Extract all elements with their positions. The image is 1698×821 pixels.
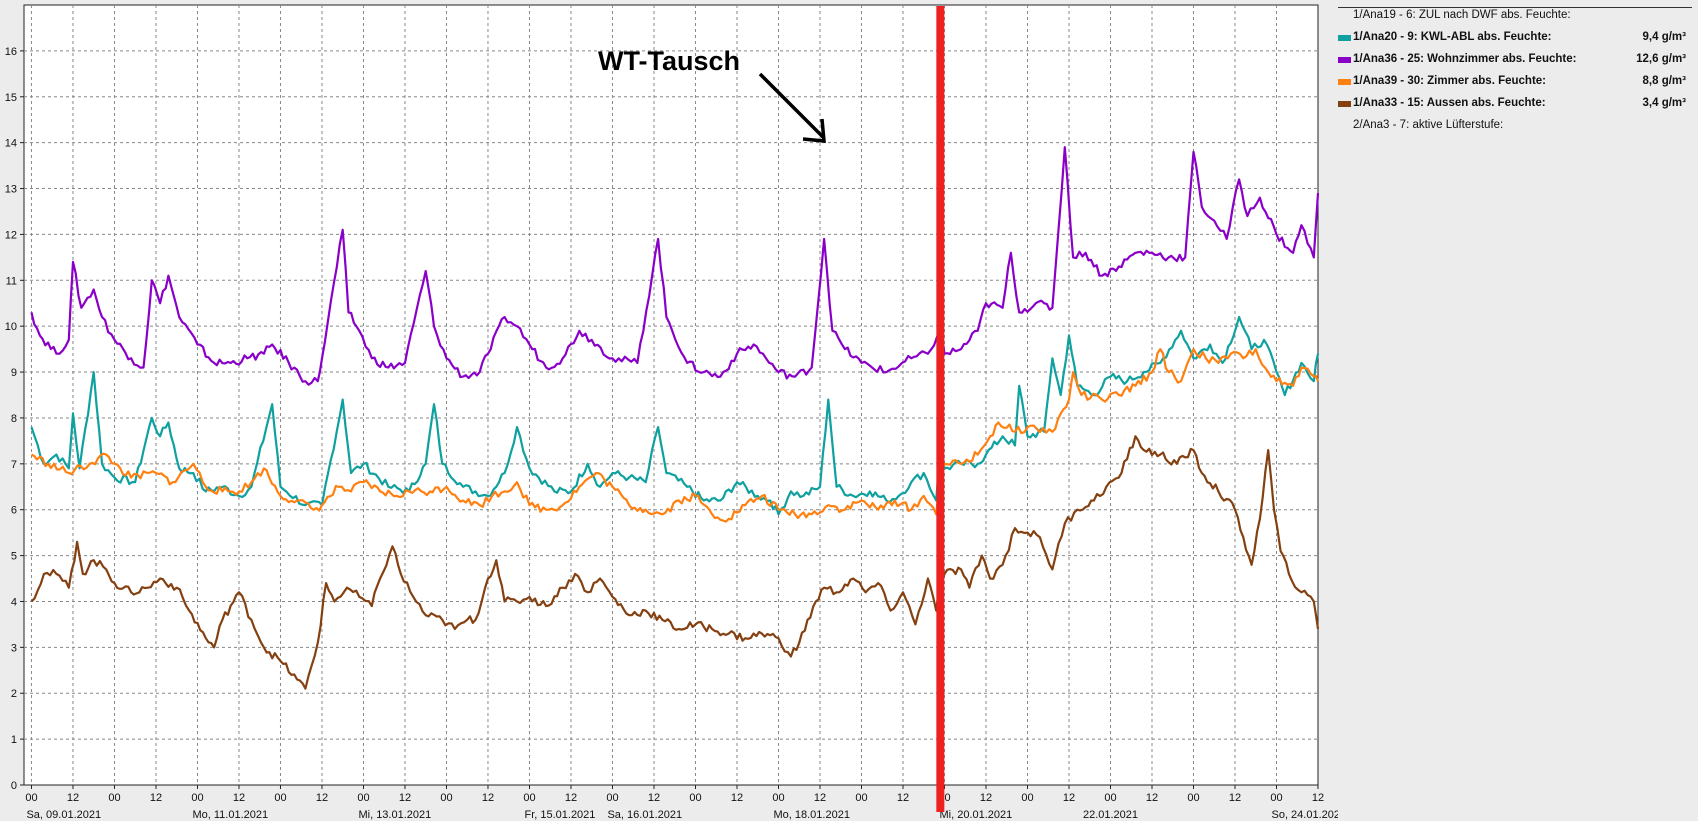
legend-item[interactable]: 1/Ana33 - 15: Aussen abs. Feuchte: 3,4 g/… bbox=[1338, 96, 1692, 112]
series-group bbox=[30, 146, 1320, 690]
legend-item[interactable]: 1/Ana20 - 9: KWL-ABL abs. Feuchte: 9,4 g/… bbox=[1338, 30, 1692, 46]
date-label: Mo, 11.01.2021 bbox=[192, 809, 268, 821]
legend-value: 3,4 g/m³ bbox=[1642, 97, 1686, 109]
y-tick-label: 14 bbox=[5, 138, 17, 150]
x-tick-label: 12 bbox=[565, 792, 577, 804]
x-tick-label: 00 bbox=[1104, 792, 1116, 804]
legend-swatch bbox=[1338, 35, 1351, 41]
date-label: Mo, 18.01.2021 bbox=[773, 809, 849, 821]
series-line-3 bbox=[30, 348, 1320, 523]
y-tick-label: 0 bbox=[11, 780, 17, 792]
series-line-1 bbox=[30, 315, 1320, 516]
date-label: So, 24.01.2021 bbox=[1271, 809, 1338, 821]
date-label: 22.01.2021 bbox=[1083, 809, 1138, 821]
legend-value: 8,8 g/m³ bbox=[1642, 75, 1686, 87]
date-label: Mi, 20.01.2021 bbox=[939, 809, 1012, 821]
annotation-arrow bbox=[758, 72, 826, 140]
annotation-group: WT-Tausch bbox=[598, 6, 945, 812]
legend-item[interactable]: 1/Ana19 - 6: ZUL nach DWF abs. Feuchte: bbox=[1338, 8, 1692, 24]
legend-separator bbox=[1338, 7, 1692, 8]
y-tick-label: 5 bbox=[11, 551, 17, 563]
y-tick-label: 2 bbox=[11, 688, 17, 700]
x-tick-label: 00 bbox=[606, 792, 618, 804]
x-tick-label: 12 bbox=[814, 792, 826, 804]
legend-label: 1/Ana33 - 15: Aussen abs. Feuchte: bbox=[1353, 97, 1546, 109]
y-tick-label: 8 bbox=[11, 413, 17, 425]
y-tick-label: 7 bbox=[11, 459, 17, 471]
x-tick-label: 12 bbox=[897, 792, 909, 804]
y-tick-label: 3 bbox=[11, 642, 17, 654]
x-tick-label: 12 bbox=[1229, 792, 1241, 804]
y-tick-label: 16 bbox=[5, 46, 17, 58]
x-tick-label: 12 bbox=[1063, 792, 1075, 804]
date-label: Fr, 15.01.2021 bbox=[524, 809, 595, 821]
legend-item[interactable]: 1/Ana39 - 30: Zimmer abs. Feuchte: 8,8 g/… bbox=[1338, 74, 1692, 90]
y-tick-label: 4 bbox=[11, 596, 17, 608]
legend-swatch bbox=[1338, 79, 1351, 85]
x-tick-label: 00 bbox=[440, 792, 452, 804]
legend-swatch bbox=[1338, 101, 1351, 107]
date-label: Mi, 13.01.2021 bbox=[358, 809, 431, 821]
plot-background bbox=[23, 4, 1319, 786]
y-tick-label: 10 bbox=[5, 321, 17, 333]
annotation-text: WT-Tausch bbox=[598, 46, 740, 76]
x-tick-label: 00 bbox=[689, 792, 701, 804]
legend-item[interactable]: 1/Ana36 - 25: Wohnzimmer abs. Feuchte: 12… bbox=[1338, 52, 1692, 68]
x-tick-label: 12 bbox=[731, 792, 743, 804]
y-tick-label: 11 bbox=[6, 275, 17, 287]
x-tick-label: 12 bbox=[1146, 792, 1158, 804]
x-tick-label: 00 bbox=[772, 792, 784, 804]
x-tick-label: 00 bbox=[523, 792, 535, 804]
x-tick-label: 00 bbox=[357, 792, 369, 804]
date-label: Sa, 16.01.2021 bbox=[607, 809, 682, 821]
legend-label: 1/Ana19 - 6: ZUL nach DWF abs. Feuchte: bbox=[1353, 9, 1571, 21]
x-tick-label: 12 bbox=[980, 792, 992, 804]
x-tick-label: 12 bbox=[150, 792, 162, 804]
y-tick-label: 9 bbox=[11, 367, 17, 379]
x-tick-label: 00 bbox=[274, 792, 286, 804]
x-tick-label: 12 bbox=[482, 792, 494, 804]
legend-label: 1/Ana20 - 9: KWL-ABL abs. Feuchte: bbox=[1353, 31, 1552, 43]
y-tick-label: 1 bbox=[11, 734, 17, 746]
x-tick-label: 00 bbox=[1187, 792, 1199, 804]
x-tick-label: 00 bbox=[855, 792, 867, 804]
x-tick-label: 00 bbox=[1270, 792, 1282, 804]
legend-label: 1/Ana36 - 25: Wohnzimmer abs. Feuchte: bbox=[1353, 53, 1577, 65]
y-tick-label: 6 bbox=[11, 505, 17, 517]
x-tick-label: 00 bbox=[191, 792, 203, 804]
series-line-4 bbox=[30, 435, 1320, 690]
legend-value: 9,4 g/m³ bbox=[1642, 31, 1686, 43]
x-tick-label: 12 bbox=[1312, 792, 1324, 804]
x-tick-label: 00 bbox=[1021, 792, 1033, 804]
date-label: Sa, 09.01.2021 bbox=[26, 809, 101, 821]
y-tick-label: 15 bbox=[5, 92, 17, 104]
x-tick-label: 12 bbox=[233, 792, 245, 804]
x-tick-label: 00 bbox=[25, 792, 37, 804]
x-axis: 00 12 00 12 00 12 00 12 00 12 00 12 00 12 00 12 00 12 00 12… bbox=[25, 785, 1338, 821]
series-line-2 bbox=[30, 146, 1320, 386]
x-tick-label: 12 bbox=[67, 792, 79, 804]
legend-item[interactable]: 2/Ana3 - 7: aktive Lüfterstufe: bbox=[1338, 118, 1692, 134]
legend-swatch bbox=[1338, 57, 1351, 63]
x-tick-label: 12 bbox=[648, 792, 660, 804]
x-tick-label: 00 bbox=[108, 792, 120, 804]
legend-label: 2/Ana3 - 7: aktive Lüfterstufe: bbox=[1353, 119, 1504, 131]
x-tick-label: 12 bbox=[316, 792, 328, 804]
legend-label: 1/Ana39 - 30: Zimmer abs. Feuchte: bbox=[1353, 75, 1547, 87]
legend-value: 12,6 g/m³ bbox=[1636, 53, 1686, 65]
annotation-arrowhead bbox=[802, 118, 826, 143]
x-tick-label: 12 bbox=[399, 792, 411, 804]
legend: 1/Ana19 - 6: ZUL nach DWF abs. Feuchte: 1… bbox=[1338, 0, 1692, 821]
y-tick-label: 13 bbox=[5, 184, 17, 196]
y-tick-label: 12 bbox=[5, 229, 17, 241]
